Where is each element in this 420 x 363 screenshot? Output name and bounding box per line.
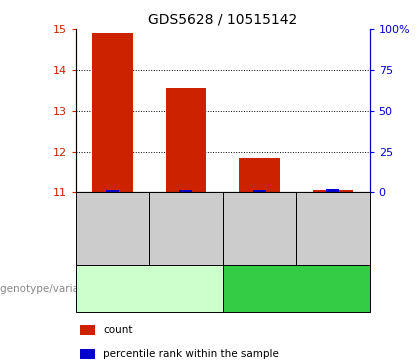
Text: wild type: wild type	[123, 284, 175, 294]
Text: percentile rank within the sample: percentile rank within the sample	[103, 349, 279, 359]
Bar	[239, 158, 280, 192]
Text: genotype/variation ▶: genotype/variation ▶	[0, 284, 110, 294]
Title: GDS5628 / 10515142: GDS5628 / 10515142	[148, 12, 297, 26]
Text: GSM1329812: GSM1329812	[181, 196, 191, 261]
Bar	[179, 190, 192, 192]
Text: Rev-erbα knockout: Rev-erbα knockout	[244, 284, 349, 294]
Bar	[165, 88, 206, 192]
Bar	[106, 190, 119, 192]
Text: GSM1329813: GSM1329813	[255, 196, 264, 261]
Bar	[92, 33, 133, 192]
Bar	[253, 190, 266, 192]
Text: count: count	[103, 325, 132, 335]
Text: GSM1329811: GSM1329811	[108, 196, 117, 261]
Text: GSM1329814: GSM1329814	[328, 196, 338, 261]
Bar	[312, 190, 353, 192]
Bar	[326, 189, 339, 192]
